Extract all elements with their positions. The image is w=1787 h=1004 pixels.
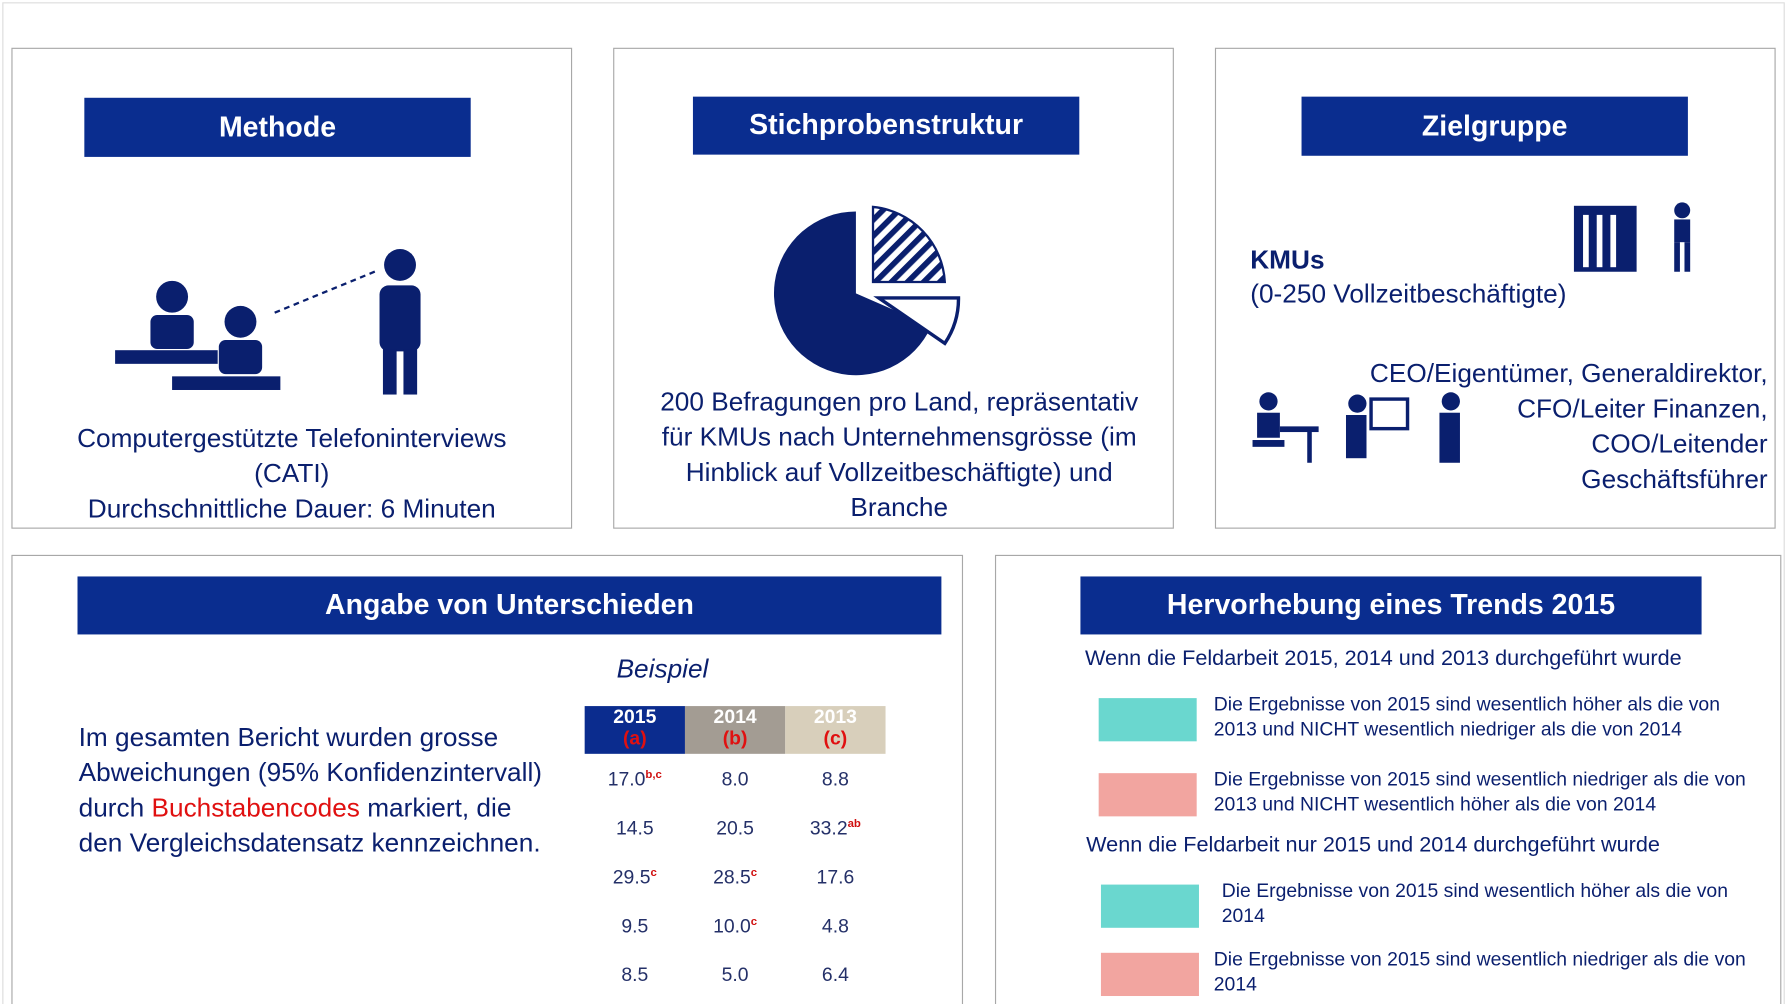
swatch xyxy=(1100,884,1199,928)
item-text: Die Ergebnisse von 2015 sind wesentlich … xyxy=(1213,768,1746,816)
table-cell: 17.6 xyxy=(785,866,885,889)
cell-code: b,c xyxy=(645,769,662,782)
swatch xyxy=(1100,952,1199,997)
cell-value: 5.0 xyxy=(721,964,749,986)
cell-value: 17.6 xyxy=(816,866,855,888)
example-label: Beispiel xyxy=(616,653,709,684)
example-table: 2015 (a) 2014 (b) 2013 (c) 17.0b,c 8.0 8.8 14.5 20… xyxy=(584,706,886,1004)
text-line: Durchschnittliche Dauer: 6 Minuten xyxy=(87,493,496,524)
unterschiede-text: Im gesamten Bericht wurden grosse Abweic… xyxy=(79,720,558,861)
year: 2013 xyxy=(813,706,857,728)
cell-value: 33.2 xyxy=(809,817,848,840)
text-line: Hinblick auf Vollzeitbeschäftigte) und xyxy=(685,457,1113,487)
highlight: Buchstabencodes xyxy=(151,792,360,823)
swatch xyxy=(1098,698,1197,742)
table-cell: 14.5 xyxy=(585,818,685,841)
column-header: 2015 (a) xyxy=(584,706,685,754)
table-cell: 8.5 xyxy=(585,964,685,987)
table-cell: 8.8 xyxy=(785,769,885,792)
panel-trend: Hervorhebung eines Trends 2015 Wenn die … xyxy=(994,554,1782,1004)
cell-code: c xyxy=(750,915,758,929)
item-text: Die Ergebnisse von 2015 sind wesentlich … xyxy=(1221,880,1728,927)
table-cell: 6.4 xyxy=(785,964,885,987)
cell-value: 8.5 xyxy=(621,964,649,986)
panel-title: Angabe von Unterschieden xyxy=(77,576,942,635)
phone-icon xyxy=(115,249,421,395)
cell-value: 28.5 xyxy=(713,866,751,888)
text-line: für KMUs nach Unternehmensgrösse (im xyxy=(661,421,1137,452)
methode-text: Computergestützte Telefoninterviews (CAT… xyxy=(13,421,571,527)
panel-title: Hervorhebung eines Trends 2015 xyxy=(1080,576,1702,635)
table-cell: 9.5 xyxy=(585,915,685,938)
code: (a) xyxy=(622,727,647,750)
table-cell: 10.0c xyxy=(685,915,785,938)
text-line: CFO/Leiter Finanzen, xyxy=(1517,393,1768,423)
panel-zielgruppe: Zielgruppe KMUs (0-250 Vollzeitbeschäfti… xyxy=(1214,47,1776,529)
item-text: Die Ergebnisse von 2015 sind wesentlich … xyxy=(1213,693,1721,741)
year: 2015 xyxy=(613,706,657,728)
column-header: 2013 (c) xyxy=(785,706,886,754)
table-cell: 17.0b,c xyxy=(585,769,685,792)
table-cell: 8.0 xyxy=(685,769,785,792)
text-line: 200 Befragungen pro Land, repräsentativ xyxy=(660,386,1139,417)
trend-legend: Wenn die Feldarbeit 2015, 2014 und 2013 … xyxy=(996,556,1782,1004)
cell-value: 8.0 xyxy=(721,768,749,791)
swatch xyxy=(1098,773,1197,817)
panel-stichprobe: Stichprobenstruktur 200 Befragungen pro … xyxy=(613,47,1174,529)
group-heading: Wenn die Feldarbeit nur 2015 und 2014 du… xyxy=(1086,833,1660,858)
cell-value: 9.5 xyxy=(621,915,649,937)
roles: CEO/Eigentümer, Generaldirektor, CFO/Lei… xyxy=(1370,356,1768,497)
table-cell: 28.5c xyxy=(685,866,785,889)
cell-value: 10.0 xyxy=(713,915,751,937)
text-line: COO/Leitender xyxy=(1591,428,1768,459)
text: Im gesamten Bericht wurden grosse Abweic… xyxy=(78,721,543,823)
stichprobe-text: 200 Befragungen pro Land, repräsentativ … xyxy=(614,384,1184,525)
kmu-note: (0-250 Vollzeitbeschäftigte) xyxy=(1250,278,1567,309)
text-line: Computergestützte Telefoninterviews xyxy=(77,422,507,453)
cell-value: 14.5 xyxy=(615,817,654,840)
cell-code: c xyxy=(750,866,758,880)
cell-value: 17.0 xyxy=(607,768,646,791)
table-cell: 20.5 xyxy=(685,818,785,841)
people-icons xyxy=(1252,392,1460,463)
year: 2014 xyxy=(713,706,757,728)
table-cell: 33.2ab xyxy=(785,818,885,841)
panel-title: Methode xyxy=(84,97,471,157)
table-cell: 29.5c xyxy=(585,866,685,889)
item-text: Die Ergebnisse von 2015 sind wesentlich … xyxy=(1213,948,1746,995)
pie-icon xyxy=(773,205,961,376)
text: markiert, die den Vergleichsdatensatz ke… xyxy=(78,792,541,858)
panel-title: Stichprobenstruktur xyxy=(692,96,1080,155)
text-line: (CATI) xyxy=(254,458,330,488)
cell-value: 8.8 xyxy=(821,768,849,791)
table-cell: 5.0 xyxy=(685,964,785,987)
code: (b) xyxy=(722,727,748,750)
code: (c) xyxy=(823,727,848,750)
cell-value: 29.5 xyxy=(612,866,651,888)
text-line: Geschäftsführer xyxy=(1581,463,1768,494)
cell-code: c xyxy=(650,866,657,880)
kmu-label: KMUs xyxy=(1250,244,1325,275)
cell-value: 4.8 xyxy=(821,915,849,937)
text-line: CEO/Eigentümer, Generaldirektor, xyxy=(1369,358,1768,388)
text-line: Branche xyxy=(850,492,949,522)
cell-code: ab xyxy=(847,817,861,831)
panel-unterschiede: Angabe von Unterschieden Im gesamten Ber… xyxy=(11,554,964,1004)
group-heading: Wenn die Feldarbeit 2015, 2014 und 2013 … xyxy=(1084,646,1682,671)
table-cell: 4.8 xyxy=(785,915,885,938)
column-header: 2014 (b) xyxy=(684,706,786,754)
panel-title: Zielgruppe xyxy=(1301,96,1688,156)
cell-value: 6.4 xyxy=(821,964,849,986)
panel-methode: Methode Computergestützte Telefonintervi… xyxy=(11,47,573,529)
cell-value: 20.5 xyxy=(716,817,754,840)
building-icon xyxy=(1573,202,1691,272)
